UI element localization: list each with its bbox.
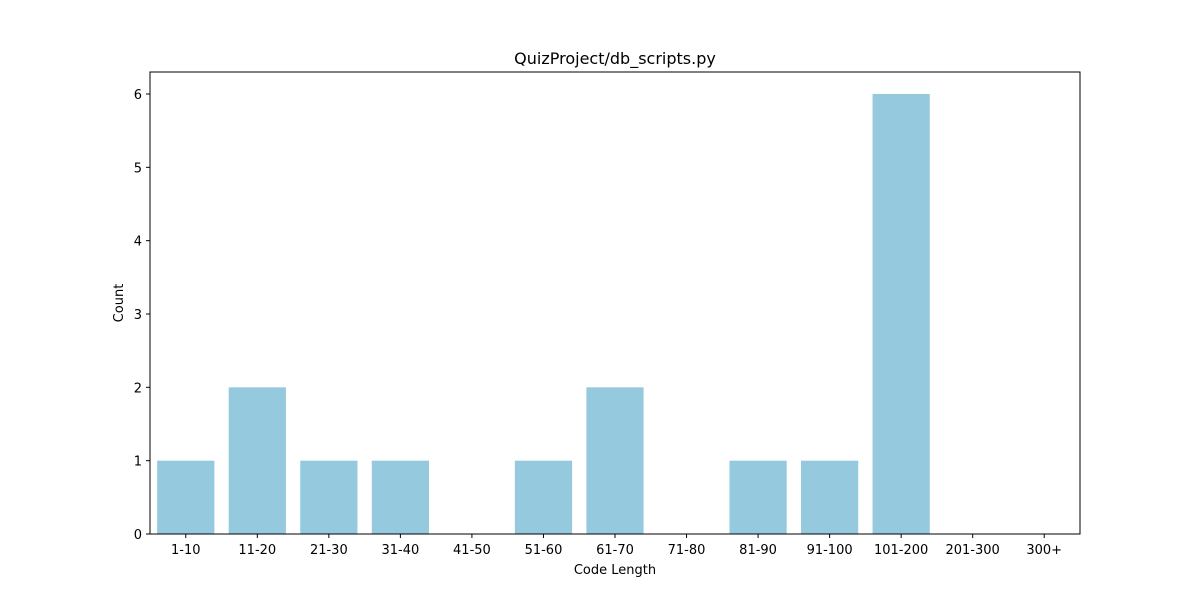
- x-axis-label: Code Length: [574, 563, 656, 578]
- x-tick-label: 51-60: [525, 543, 563, 558]
- x-tick-label: 71-80: [668, 543, 706, 558]
- x-tick-label: 201-300: [946, 543, 1000, 558]
- y-axis-label: Count: [112, 284, 127, 323]
- bar-101-200: [872, 94, 930, 534]
- bars-group: [157, 94, 930, 534]
- y-tick-label: 1: [134, 455, 142, 470]
- chart-title: QuizProject/db_scripts.py: [514, 49, 716, 69]
- x-tick-label: 101-200: [874, 543, 928, 558]
- bar-1-10: [157, 460, 215, 534]
- x-tick-label: 31-40: [381, 543, 419, 558]
- bar-91-100: [801, 460, 859, 534]
- bar-81-90: [729, 460, 787, 534]
- x-tick-label: 21-30: [310, 543, 348, 558]
- y-tick-label: 2: [134, 381, 142, 396]
- y-tick-label: 0: [134, 528, 142, 543]
- x-tick-label: 1-10: [171, 543, 201, 558]
- y-tick-label: 3: [134, 308, 142, 323]
- bar-21-30: [300, 460, 358, 534]
- x-tick-label: 41-50: [453, 543, 491, 558]
- y-tick-label: 5: [134, 161, 142, 176]
- bar-31-40: [371, 460, 429, 534]
- x-axis: 1-10 11-20 21-30 31-40 41-50 51-60 61-70 71-80 8…: [171, 534, 1062, 558]
- y-tick-label: 4: [134, 235, 142, 250]
- bar-61-70: [586, 387, 644, 534]
- y-axis: 0 1 2 3 4 5 6: [134, 88, 150, 543]
- x-tick-label: 11-20: [238, 543, 276, 558]
- x-tick-label: 61-70: [596, 543, 634, 558]
- bar-51-60: [514, 460, 573, 534]
- x-tick-label: 300+: [1026, 543, 1062, 558]
- x-tick-label: 91-100: [807, 543, 853, 558]
- y-tick-label: 6: [134, 88, 142, 103]
- bar-11-20: [228, 387, 286, 534]
- x-tick-label: 81-90: [739, 543, 777, 558]
